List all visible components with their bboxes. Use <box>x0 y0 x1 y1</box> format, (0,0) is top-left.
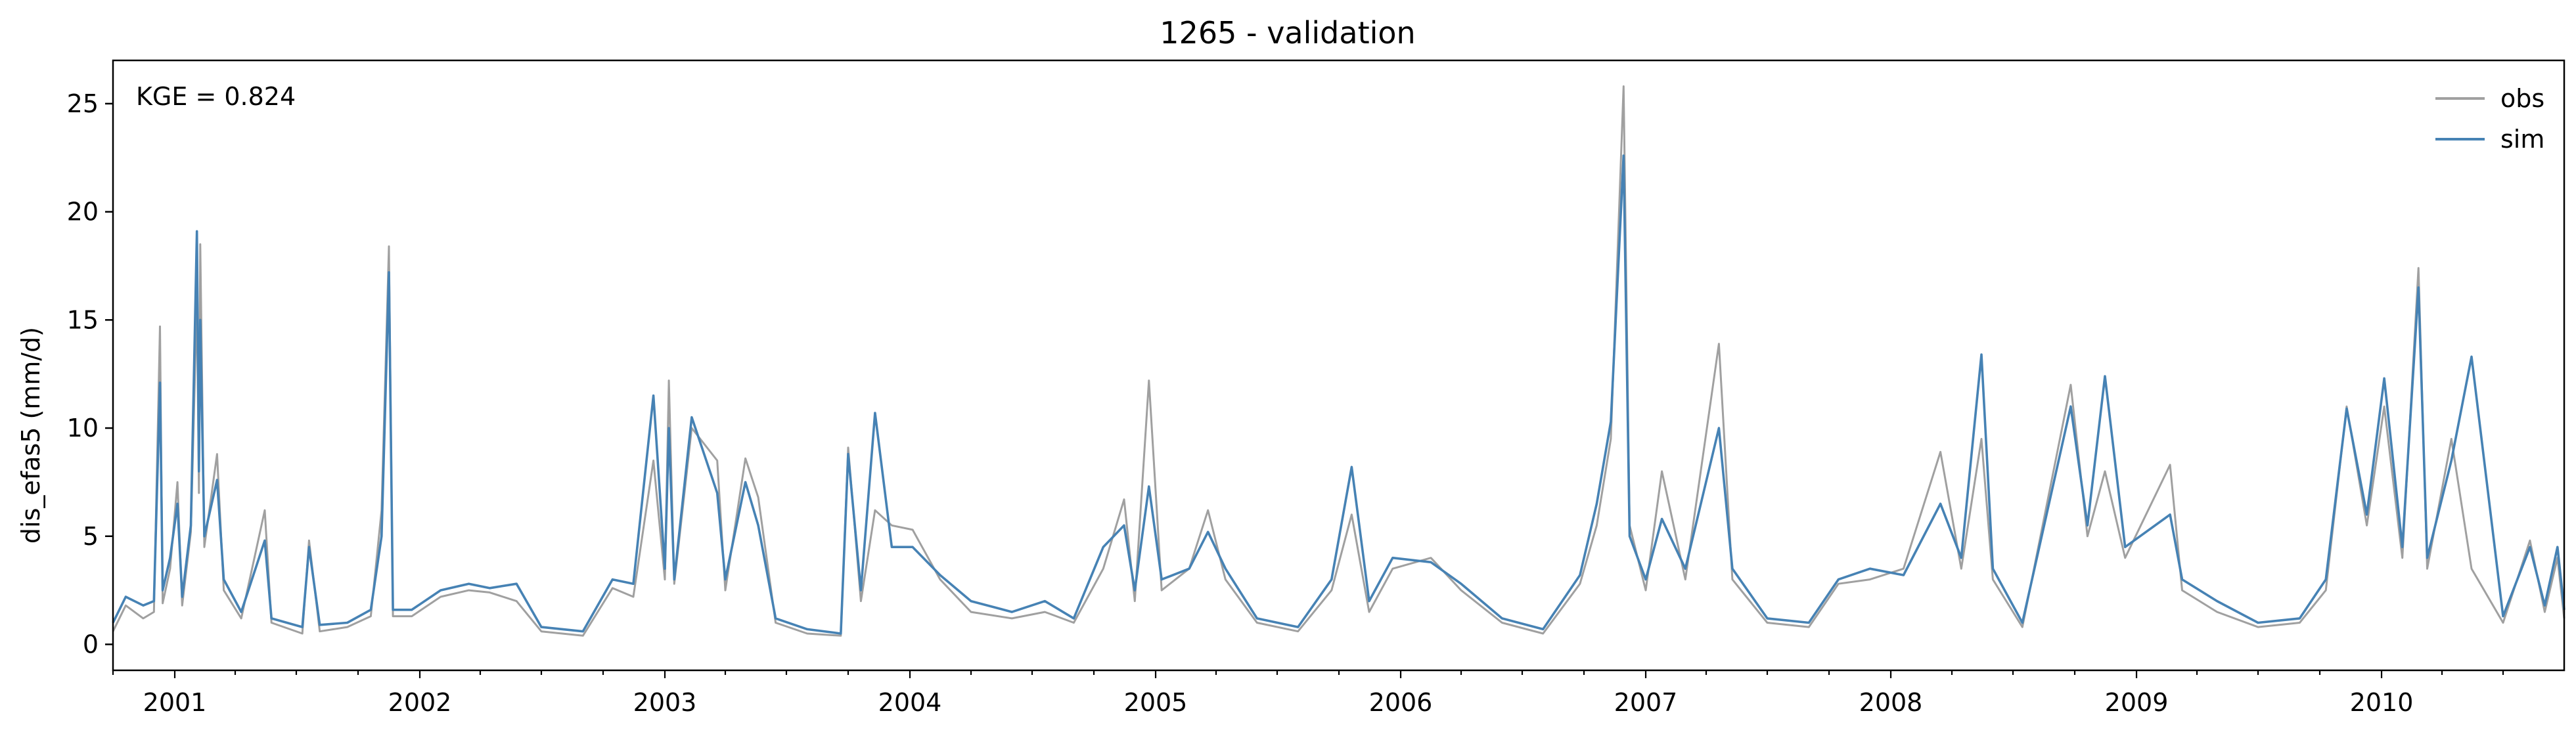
x-tick-label: 2010 <box>2350 688 2414 717</box>
legend-label-sim: sim <box>2500 125 2544 154</box>
x-tick-label: 2004 <box>878 688 942 717</box>
y-axis-ticks: 0 5 10 15 20 25 <box>67 89 113 658</box>
y-tick-label: 15 <box>67 305 99 334</box>
y-tick-label: 20 <box>67 198 99 227</box>
legend: obs sim <box>2435 84 2544 154</box>
series-line-sim <box>112 154 2565 635</box>
x-tick-label: 2003 <box>633 688 697 717</box>
y-tick-label: 5 <box>83 522 99 551</box>
y-tick-label: 10 <box>67 414 99 443</box>
chart-title: 1265 - validation <box>1160 15 1415 51</box>
x-tick-label: 2009 <box>2105 688 2169 717</box>
y-tick-label: 25 <box>67 89 99 118</box>
x-tick-label: 2002 <box>388 688 452 717</box>
x-axis-ticks: 2001 2002 2003 2004 2005 2006 2007 2008 2009 2010 <box>112 670 2504 717</box>
legend-label-obs: obs <box>2500 84 2544 113</box>
kge-annotation: KGE = 0.824 <box>136 82 296 111</box>
x-tick-label: 2006 <box>1369 688 1433 717</box>
series-lines <box>112 85 2565 637</box>
x-tick-label: 2005 <box>1124 688 1188 717</box>
y-axis-label: dis_efas5 (mm/d) <box>16 327 45 544</box>
y-tick-label: 0 <box>83 630 99 658</box>
x-tick-label: 2007 <box>1614 688 1678 717</box>
plot-frame <box>112 59 2565 672</box>
x-tick-label: 2001 <box>143 688 207 717</box>
x-tick-label: 2008 <box>1859 688 1923 717</box>
